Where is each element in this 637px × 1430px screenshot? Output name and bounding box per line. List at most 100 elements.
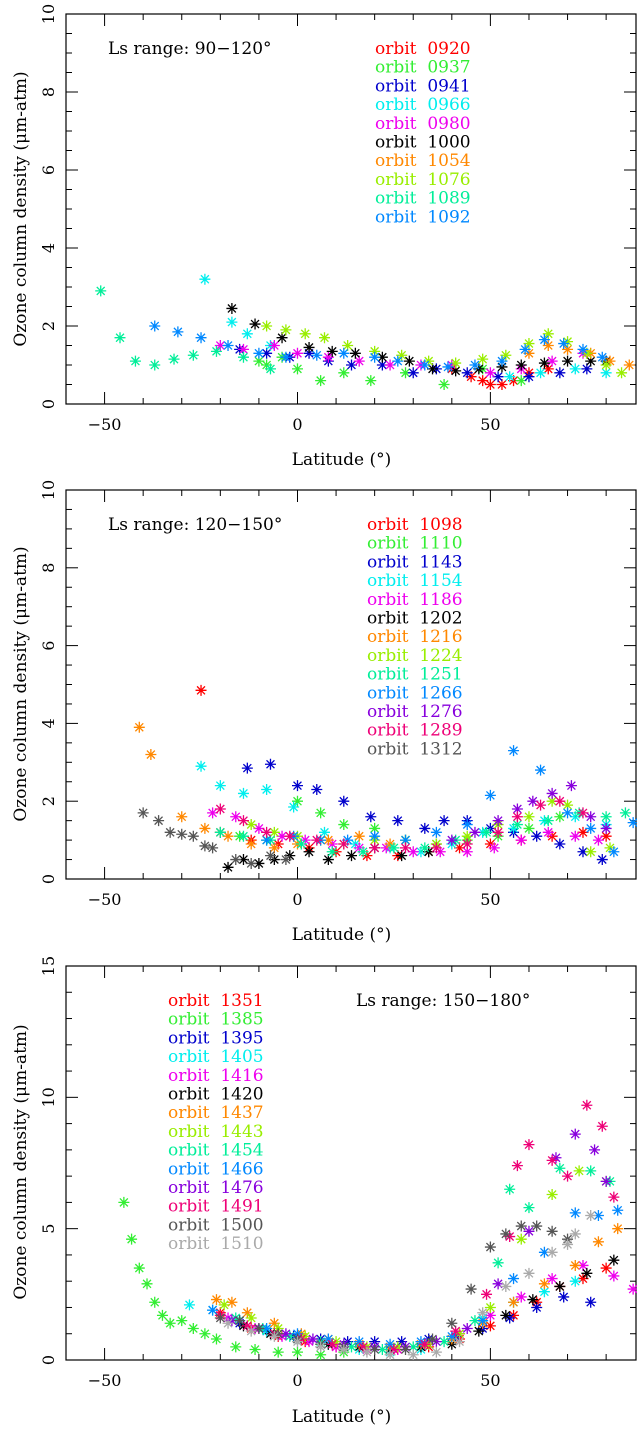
data-point [388,1343,400,1355]
data-point [164,1317,176,1329]
data-point [484,367,496,379]
data-point [477,1315,489,1327]
data-point [264,850,276,862]
data-point [504,1183,516,1195]
data-point [469,1315,481,1327]
data-point [261,826,273,838]
data-point [442,361,454,373]
data-point [511,803,523,815]
data-point [600,822,612,834]
data-point [508,745,520,757]
data-point [315,1349,327,1360]
data-point [511,1160,523,1172]
data-point [565,780,577,792]
data-point [295,838,307,850]
data-point [245,1325,257,1337]
data-point [546,1154,558,1166]
data-point [346,1341,357,1353]
legend-entry: orbit 1454 [168,1141,264,1161]
data-point [226,1296,238,1308]
data-point [538,1286,550,1298]
data-point [419,359,431,371]
data-point [438,1336,450,1348]
data-point [477,1307,489,1319]
data-point [172,326,184,338]
data-point [546,1246,558,1258]
data-point [253,857,265,869]
legend-entry: orbit 0966 [375,95,471,115]
data-point [261,1322,273,1334]
data-point [272,1346,284,1358]
y-tick-label: 2 [39,321,58,331]
data-point [569,1259,581,1271]
data-point [450,1325,462,1337]
legend-entry: orbit 0920 [375,39,471,59]
data-point [268,826,280,838]
data-point [214,340,226,351]
data-point [353,1336,365,1348]
legend-entry: orbit 1076 [375,170,471,190]
y-axis-label: Ozone column density (μm-atm) [11,71,31,346]
data-point [562,343,574,355]
data-point [627,1283,637,1295]
data-point [558,338,570,350]
data-point [357,846,369,858]
data-point [577,343,589,355]
data-point [291,363,303,375]
data-point [515,834,527,846]
data-point [608,846,620,858]
data-point [369,345,381,357]
data-point [199,273,211,285]
data-point [230,854,242,866]
data-point [562,1238,574,1250]
data-point [573,1165,585,1177]
data-point [554,1280,566,1292]
y-tick-label: 4 [39,718,58,728]
data-point [454,1328,466,1340]
data-point [326,345,338,357]
data-point [492,815,504,827]
data-point [195,684,207,696]
data-point [546,1273,558,1285]
data-point [577,1259,589,1271]
data-point [446,834,458,846]
legend-entry: orbit 1405 [168,1047,264,1067]
data-point [195,332,207,344]
data-point [322,1333,334,1345]
data-point [430,842,442,854]
legend-entry: orbit 0941 [375,76,471,96]
data-point [484,1241,496,1253]
data-point [585,811,597,823]
data-point [272,1328,284,1340]
y-tick-label: 6 [39,641,58,651]
data-point [492,1278,504,1290]
data-point [342,340,354,351]
y-tick-label: 15 [39,956,58,976]
data-point [264,758,276,770]
data-point [523,371,535,383]
data-point [592,1210,604,1222]
data-point [438,815,450,827]
data-point [291,1336,303,1348]
data-point [311,349,323,361]
data-point [214,1312,226,1324]
data-point [577,846,589,858]
data-point [365,375,377,387]
points-layer [95,273,635,390]
data-point [338,795,350,807]
chart-panel-3: −50 0 50 0 5 10 15 Latitude (°) Ozone column den… [11,956,637,1427]
x-tick-label: 0 [292,1371,302,1390]
data-point [207,1304,219,1316]
legend-entry: orbit 1089 [375,189,471,209]
data-point [303,341,315,353]
data-point [569,830,581,842]
legend-entry: orbit 1224 [367,646,463,666]
data-point [523,1267,535,1279]
data-point [230,1341,242,1353]
legend-entry: orbit 1510 [168,1234,264,1254]
legend-entry: orbit 1437 [168,1103,264,1123]
data-point [508,1309,520,1321]
legend-entry: orbit 0937 [375,58,471,78]
data-point [600,359,612,371]
data-point [562,355,574,367]
